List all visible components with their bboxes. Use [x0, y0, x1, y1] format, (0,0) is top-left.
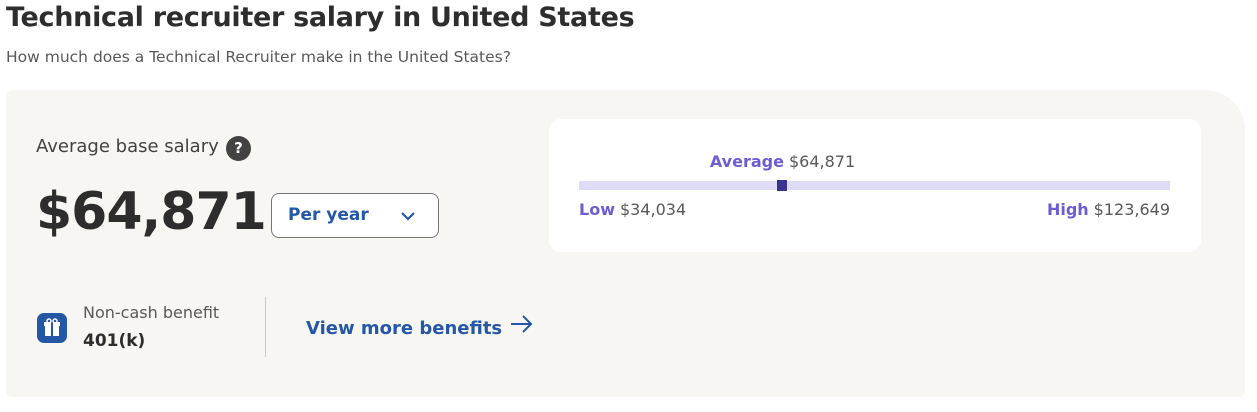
high-name: High [1046, 200, 1089, 219]
divider [265, 297, 266, 357]
subtitle: How much does a Technical Recruiter make… [6, 48, 511, 66]
benefit-label: Non-cash benefit [83, 303, 220, 322]
average-value: $64,871 [788, 152, 856, 171]
gift-glyph [44, 318, 60, 336]
chevron [401, 212, 415, 221]
salary-amount: $64,871 [36, 182, 267, 242]
range-card: Average $64,871 Low $34,034 High $123,649 [549, 119, 1201, 252]
period-dropdown[interactable]: Per year [271, 193, 439, 238]
high-value: $123,649 [1093, 200, 1170, 219]
average-name: Average [709, 152, 784, 171]
benefit-value: 401(k) [83, 331, 146, 351]
low-value: $34,034 [619, 200, 687, 219]
high-label: High $123,649 [1047, 200, 1170, 219]
link-arrow[interactable] [509, 313, 535, 335]
period-value: Per year [288, 205, 369, 225]
gift-icon [37, 313, 67, 343]
range-bar [579, 180, 1170, 191]
low-label: Low $34,034 [579, 200, 686, 219]
salary-label: Average base salary [36, 136, 219, 157]
low-name: Low [579, 200, 615, 219]
title: Technical recruiter salary in United Sta… [6, 2, 635, 33]
average-label: Average $64,871 [710, 152, 855, 171]
benefits-link[interactable]: View more benefits [306, 318, 503, 339]
average-marker [777, 180, 788, 191]
help-icon[interactable]: ? [226, 136, 251, 161]
